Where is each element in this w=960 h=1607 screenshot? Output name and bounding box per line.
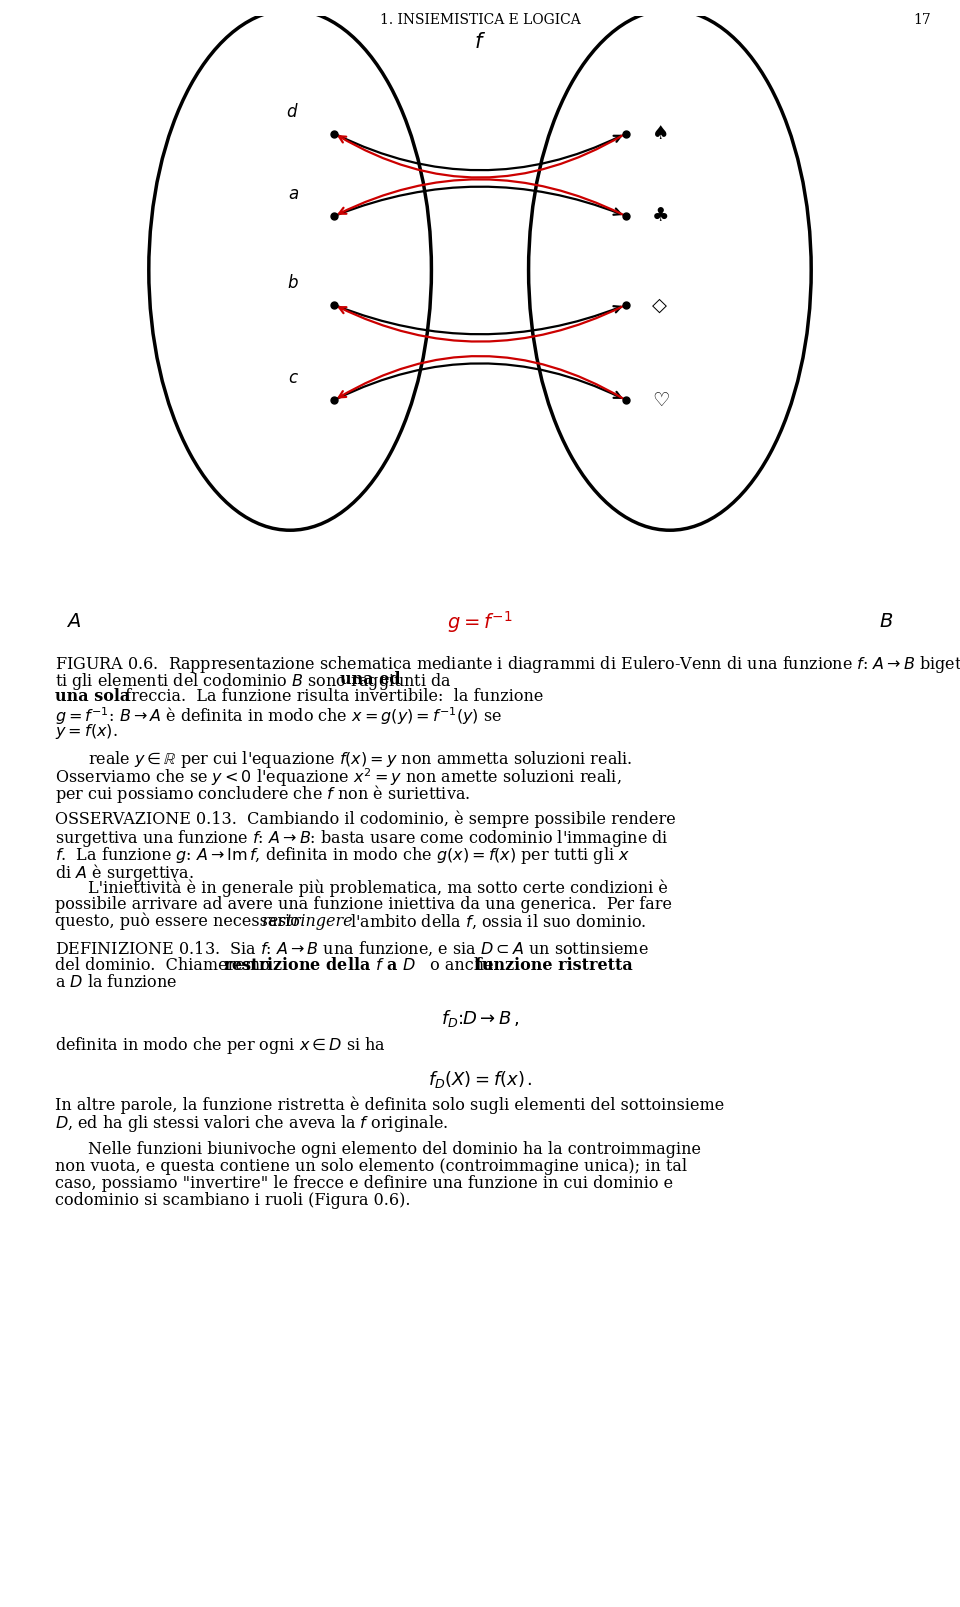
Text: restringere: restringere bbox=[262, 913, 353, 930]
Text: $B$: $B$ bbox=[879, 614, 894, 632]
Text: $c$: $c$ bbox=[288, 370, 299, 387]
Text: ♠: ♠ bbox=[652, 124, 670, 143]
Text: una ed: una ed bbox=[340, 672, 400, 688]
Text: codominio si scambiano i ruoli (Figura 0.6).: codominio si scambiano i ruoli (Figura 0… bbox=[55, 1192, 411, 1208]
Text: o anche: o anche bbox=[425, 956, 499, 974]
Text: $y = f(x)$.: $y = f(x)$. bbox=[55, 722, 118, 741]
Text: funzione ristretta: funzione ristretta bbox=[475, 956, 633, 974]
Text: caso, possiamo "invertire" le frecce e definire una funzione in cui dominio e: caso, possiamo "invertire" le frecce e d… bbox=[55, 1175, 673, 1192]
Text: $D$, ed ha gli stessi valori che aveva la $f$ originale.: $D$, ed ha gli stessi valori che aveva l… bbox=[55, 1114, 448, 1135]
Text: $A$: $A$ bbox=[66, 614, 82, 632]
Text: una sola: una sola bbox=[55, 688, 131, 705]
Text: questo, può essere necessario: questo, può essere necessario bbox=[55, 913, 305, 930]
Text: $g = f^{-1}$: $B \to A$ è definita in modo che $x = g(y) = f^{-1}(y)$ se: $g = f^{-1}$: $B \to A$ è definita in mo… bbox=[55, 705, 502, 726]
Text: surgettiva una funzione $f$: $A \to B$: basta usare come codominio l'immagine di: surgettiva una funzione $f$: $A \to B$: … bbox=[55, 828, 669, 848]
Text: a $D$ la funzione: a $D$ la funzione bbox=[55, 974, 178, 992]
Text: L'iniettività è in generale più problematica, ma sotto certe condizioni è: L'iniettività è in generale più problema… bbox=[88, 879, 668, 897]
Text: $b$: $b$ bbox=[287, 275, 299, 292]
Text: $a$: $a$ bbox=[288, 186, 299, 204]
Text: FIGURA 0.6.  Rappresentazione schematica mediante i diagrammi di Eulero-Venn di : FIGURA 0.6. Rappresentazione schematica … bbox=[55, 654, 960, 675]
Text: non vuota, e questa contiene un solo elemento (controimmagine unica); in tal: non vuota, e questa contiene un solo ele… bbox=[55, 1157, 687, 1175]
Text: ◇: ◇ bbox=[652, 296, 667, 315]
Text: reale $y \in \mathbb{R}$ per cui l'equazione $f(x) = y$ non ammetta soluzioni re: reale $y \in \mathbb{R}$ per cui l'equaz… bbox=[88, 749, 633, 770]
Text: DEFINIZIONE 0.13.  Sia $f$: $A \to B$ una funzione, e sia $D \subset A$ un sotti: DEFINIZIONE 0.13. Sia $f$: $A \to B$ una… bbox=[55, 940, 649, 958]
Text: Nelle funzioni biunivoche ogni elemento del dominio ha la controimmagine: Nelle funzioni biunivoche ogni elemento … bbox=[88, 1141, 701, 1157]
Text: 1. INSIEMISTICA E LOGICA: 1. INSIEMISTICA E LOGICA bbox=[379, 13, 581, 27]
Text: $f_D\colon D \to B\,,$: $f_D\colon D \to B\,,$ bbox=[441, 1008, 519, 1028]
Text: 17: 17 bbox=[914, 13, 931, 27]
Text: $d$: $d$ bbox=[286, 103, 299, 121]
Text: l'ambito della $f$, ossia il suo dominio.: l'ambito della $f$, ossia il suo dominio… bbox=[345, 913, 646, 930]
Text: $f$: $f$ bbox=[474, 32, 486, 51]
Text: di $A$ è surgettiva.: di $A$ è surgettiva. bbox=[55, 861, 194, 884]
Text: possibile arrivare ad avere una funzione iniettiva da una generica.  Per fare: possibile arrivare ad avere una funzione… bbox=[55, 895, 672, 913]
Text: per cui possiamo concludere che $f$ non è suriettiva.: per cui possiamo concludere che $f$ non … bbox=[55, 783, 470, 805]
Text: freccia.  La funzione risulta invertibile:  la funzione: freccia. La funzione risulta invertibile… bbox=[120, 688, 543, 705]
Text: Osserviamo che se $y < 0$ l'equazione $x^2 = y$ non amette soluzioni reali,: Osserviamo che se $y < 0$ l'equazione $x… bbox=[55, 767, 621, 789]
Text: $f_D(X) = f(x)\,.$: $f_D(X) = f(x)\,.$ bbox=[427, 1069, 533, 1090]
Text: OSSERVAZIONE 0.13.  Cambiando il codominio, è sempre possibile rendere: OSSERVAZIONE 0.13. Cambiando il codomini… bbox=[55, 810, 676, 828]
Text: In altre parole, la funzione ristretta è definita solo sugli elementi del sottoi: In altre parole, la funzione ristretta è… bbox=[55, 1096, 724, 1114]
Text: ♡: ♡ bbox=[652, 391, 670, 410]
Text: ♣: ♣ bbox=[652, 207, 670, 225]
Text: definita in modo che per ogni $x \in D$ si ha: definita in modo che per ogni $x \in D$ … bbox=[55, 1035, 386, 1056]
Text: $f$.  La funzione $g$: $A \to \mathrm{Im}\,f$, definita in modo che $g(x) = f(x): $f$. La funzione $g$: $A \to \mathrm{Im}… bbox=[55, 845, 630, 866]
Text: restrizione della $f$ a $D$: restrizione della $f$ a $D$ bbox=[223, 956, 416, 974]
Text: del dominio.  Chiameremo: del dominio. Chiameremo bbox=[55, 956, 275, 974]
Text: ti gli elementi del codominio $B$ sono raggiunti da: ti gli elementi del codominio $B$ sono r… bbox=[55, 672, 452, 693]
Text: $g = f^{-1}$: $g = f^{-1}$ bbox=[447, 609, 513, 635]
